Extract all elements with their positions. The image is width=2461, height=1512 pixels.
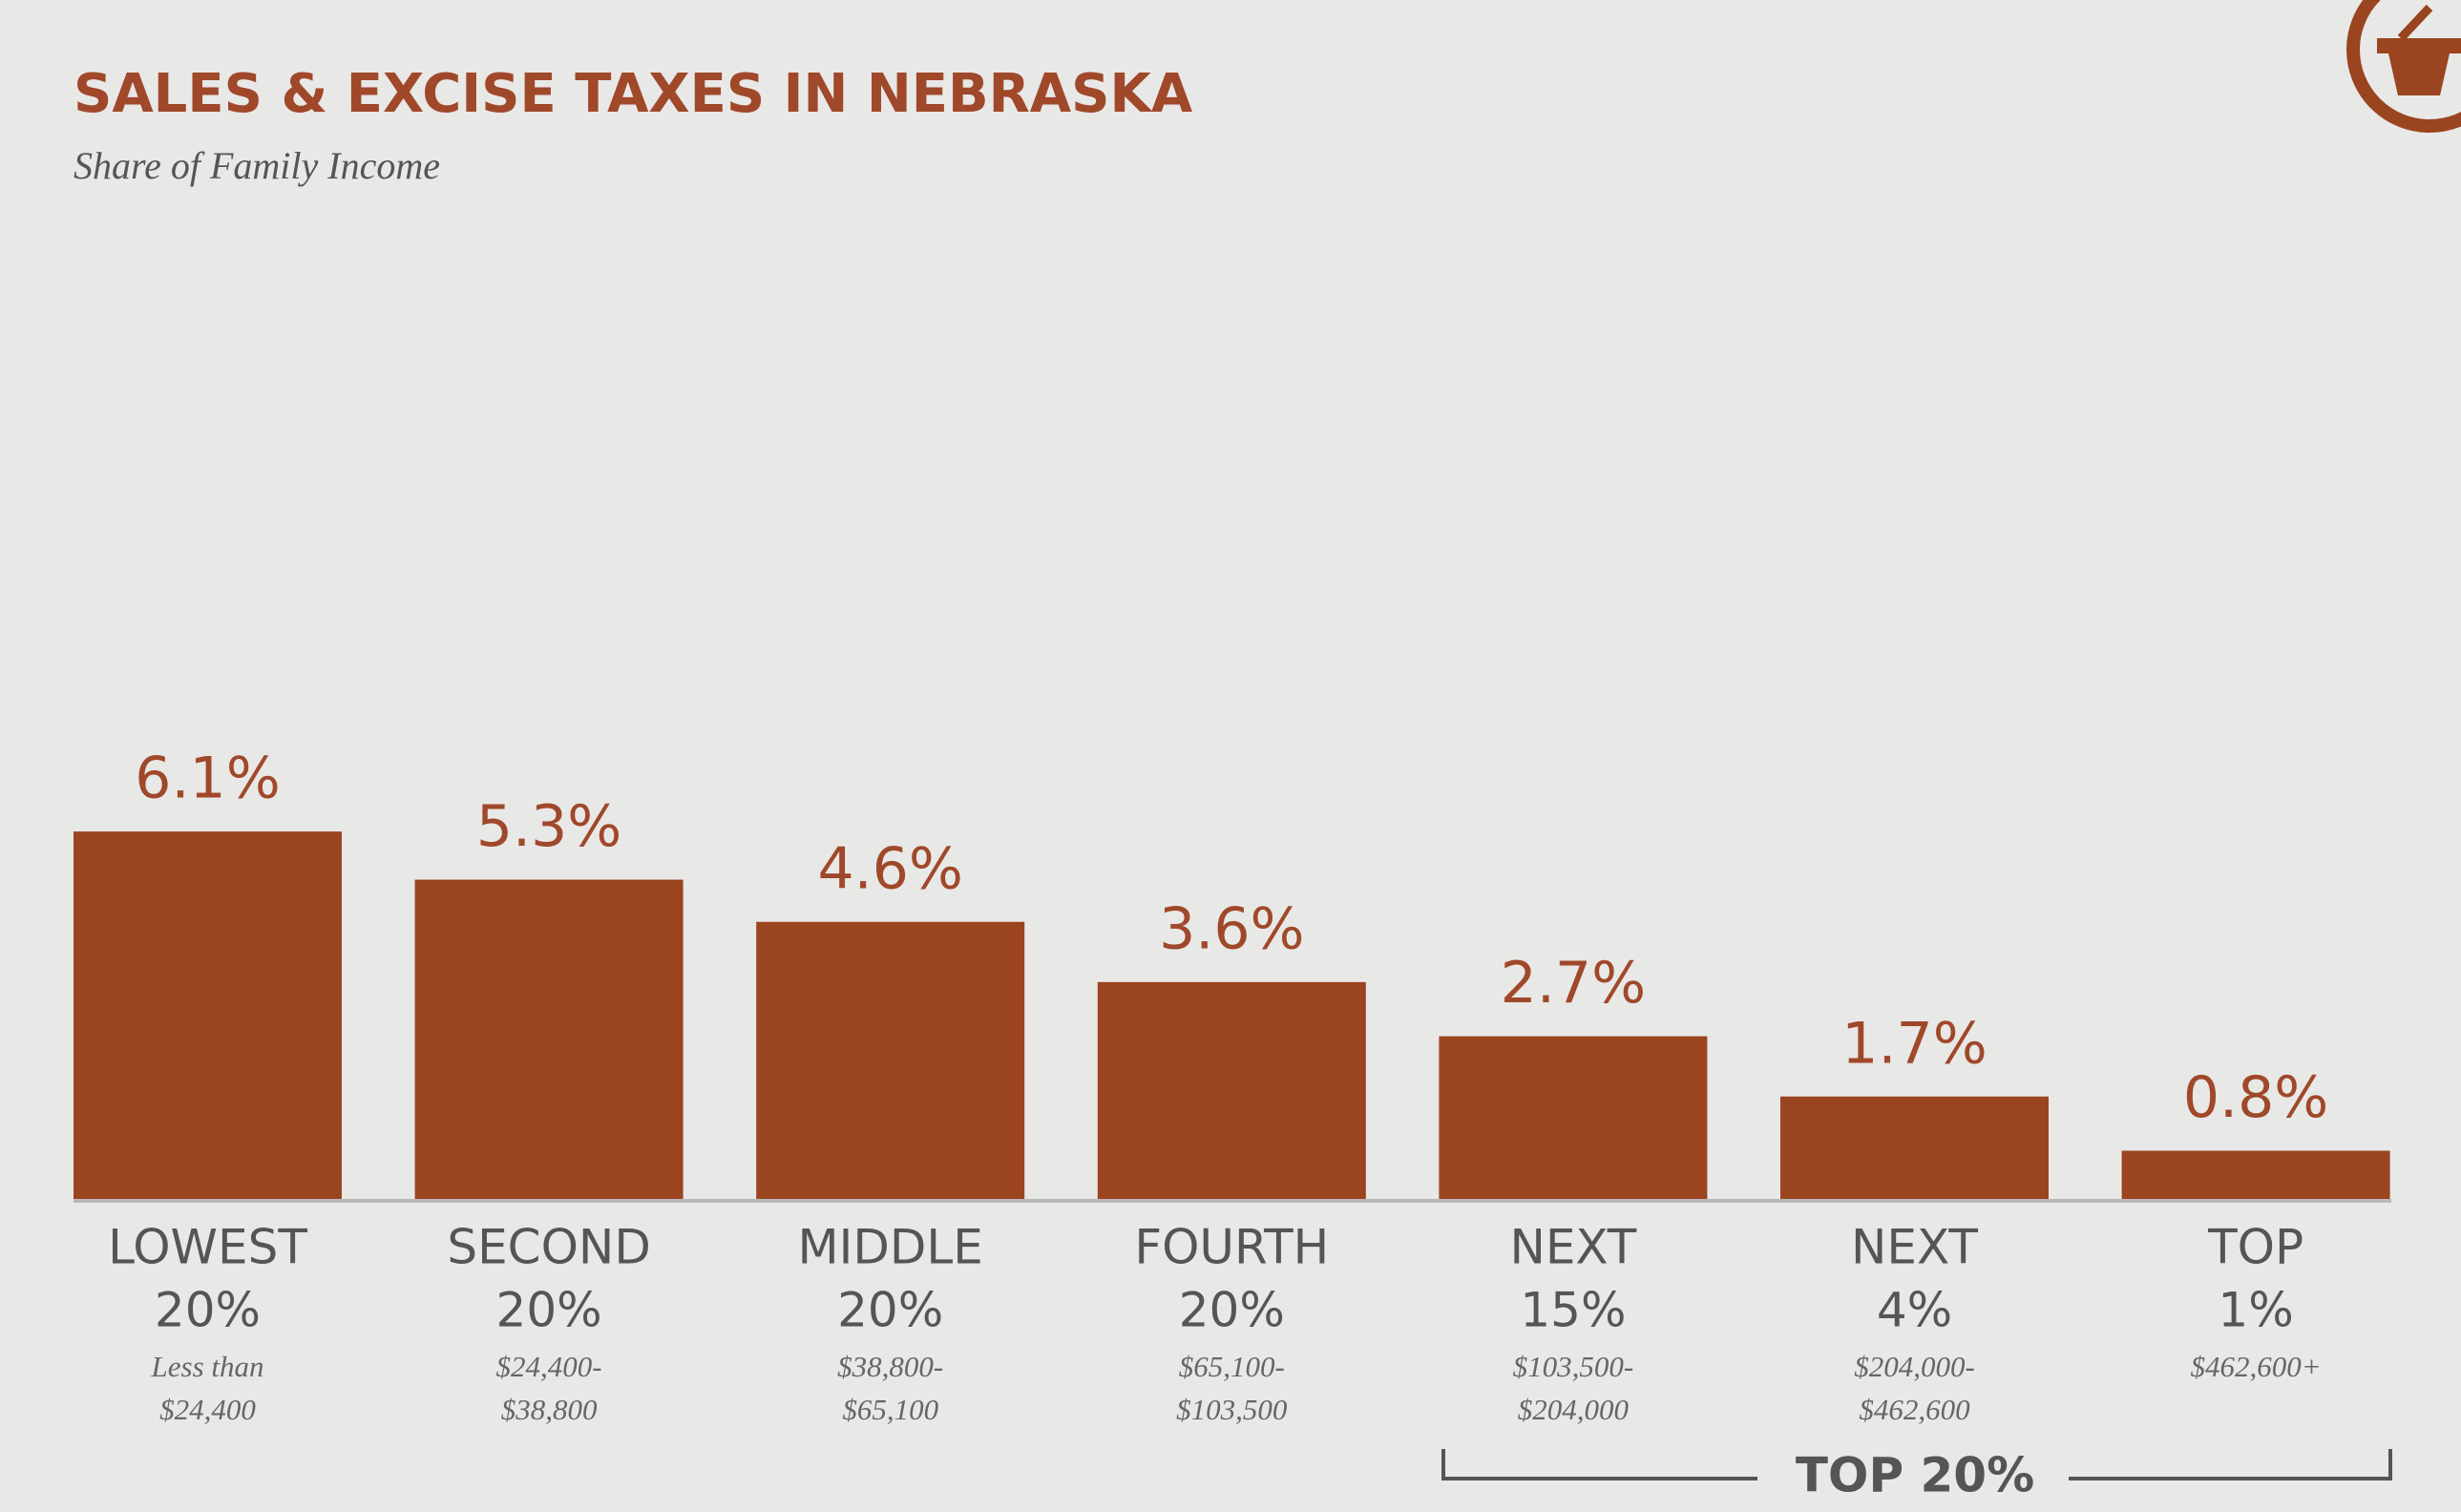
category-label: 20% [496,1283,602,1338]
income-range: $38,800 [501,1393,598,1426]
income-range: $204,000 [1518,1393,1630,1426]
chart-subtitle: Share of Family Income [74,144,440,187]
income-range: $204,000- [1854,1350,1975,1383]
bar [2121,1150,2390,1199]
value-label: 4.6% [817,835,962,902]
category-label: SECOND [447,1220,651,1275]
category-label: TOP [2207,1220,2303,1275]
value-label: 6.1% [135,746,280,812]
bar [1097,981,1366,1199]
category-label: NEXT [1509,1220,1636,1275]
income-range: $103,500 [1176,1393,1288,1426]
category-label: LOWEST [108,1220,307,1275]
income-range: $462,600 [1859,1393,1970,1426]
income-range: $38,800- [837,1350,943,1383]
category-label: FOURTH [1134,1220,1329,1275]
category-label: 15% [1520,1283,1626,1338]
category-label: 4% [1877,1283,1952,1338]
value-label: 3.6% [1159,895,1304,962]
bar [1780,1096,2049,1199]
bar [756,921,1025,1199]
value-label: 0.8% [2183,1064,2328,1131]
chart-title: SALES & EXCISE TAXES IN NEBRASKA [74,63,1193,125]
income-range: Less than [151,1350,264,1383]
income-range: $24,400 [159,1393,256,1426]
category-label: MIDDLE [798,1220,983,1275]
category-label: 20% [155,1283,261,1338]
income-range: $462,600+ [2191,1350,2322,1383]
value-label: 5.3% [476,793,621,860]
value-label: 2.7% [1501,950,1646,1017]
income-range: $65,100- [1179,1350,1285,1383]
income-range: $24,400- [496,1350,602,1383]
category-label: 1% [2218,1283,2293,1338]
value-label: 1.7% [1841,1010,1987,1077]
bracket [1441,1449,2392,1480]
income-range: $103,500- [1513,1350,1634,1383]
category-label: 20% [1179,1283,1285,1338]
bar [1439,1036,1708,1199]
category-label: NEXT [1851,1220,1978,1275]
income-range: $65,100 [842,1393,938,1426]
basket-icon [2346,0,2461,133]
bar [414,879,684,1199]
bar [74,831,342,1199]
bracket-label: TOP 20% [1796,1448,2034,1503]
category-label: 20% [837,1283,943,1338]
